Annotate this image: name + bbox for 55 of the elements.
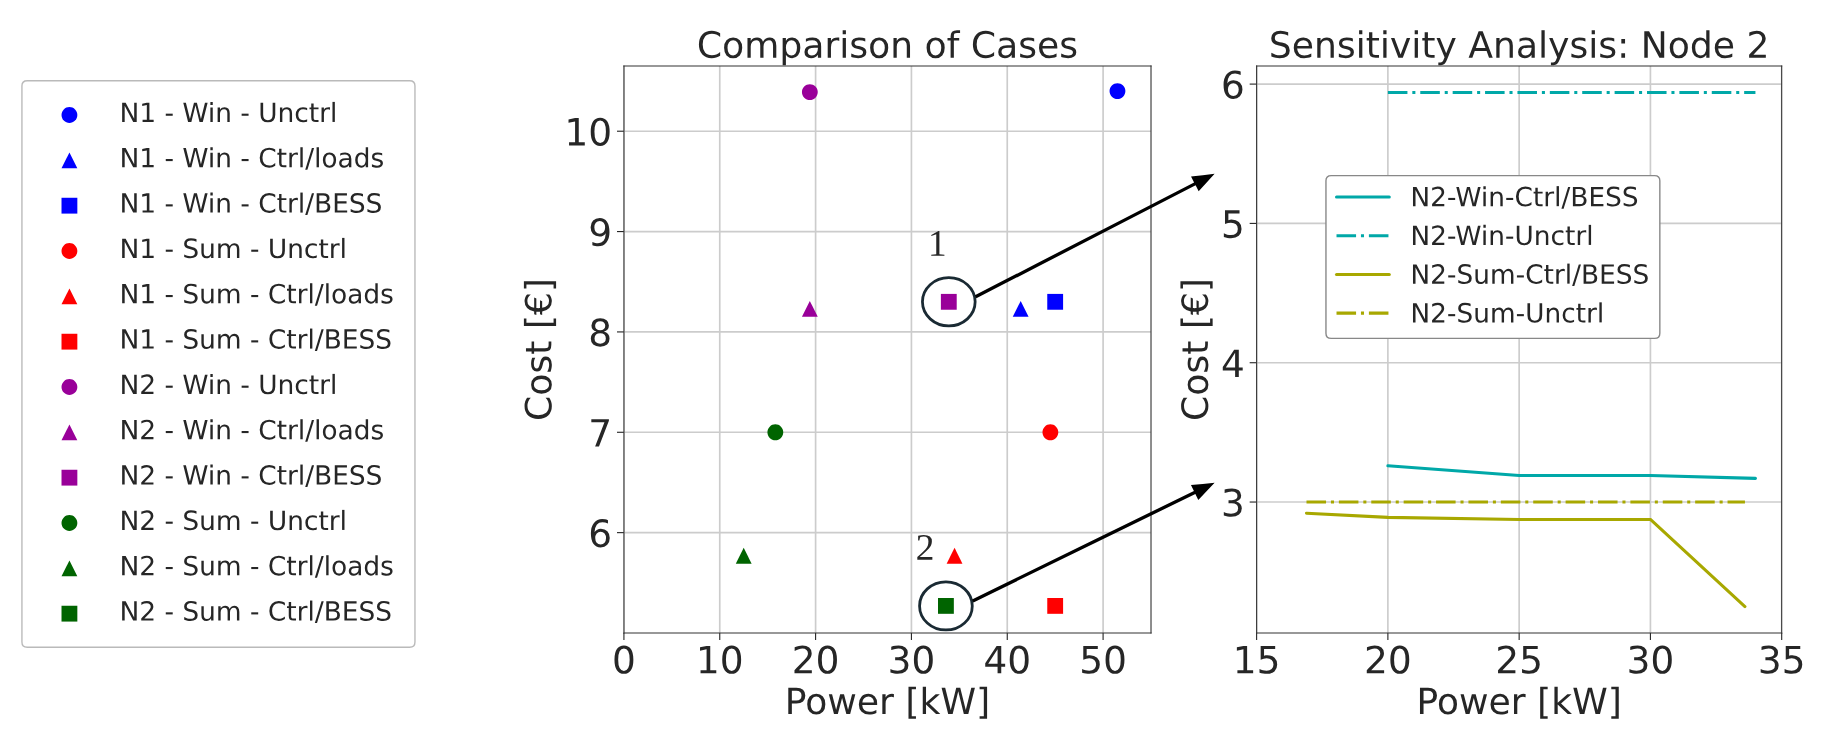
point [1012,300,1029,317]
point [1047,293,1064,310]
x-tick-label: 15 [1236,645,1278,674]
y-tick-label: 3 [1223,488,1242,517]
x-tick-label: 20 [794,645,837,674]
legend-label: N2 - Win - Ctrl/BESS [122,464,381,488]
x-tick-label: 50 [1082,645,1125,674]
x-tick-label: 30 [1629,645,1672,674]
point [801,84,818,100]
x-tick-label: 20 [1366,645,1410,674]
annotation: 1 [931,230,945,256]
legend-label: N1 - Sum - Ctrl/BESS [122,328,391,352]
legend-label: N1 - Sum - Ctrl/loads [122,283,393,306]
point [801,300,818,317]
x-axis-title: Power [kW] [788,686,988,719]
point [735,547,752,564]
y-tick-label: 5 [1223,210,1242,239]
point [767,424,784,441]
y-axis-title: Cost [€] [1180,281,1213,419]
y-tick-label: 8 [590,318,610,347]
y-tick-label: 6 [1223,70,1243,99]
legend-label: N1 - Win - Ctrl/loads [122,147,383,170]
point [1047,597,1064,614]
line-series [1304,511,1747,609]
legend-label: N1 - Win - Ctrl/BESS [122,192,381,216]
legend-label: N2 - Win - Ctrl/loads [122,419,383,442]
legend-label: N2 - Sum - Ctrl/BESS [122,600,391,624]
y-axis-title: Cost [€] [523,281,557,419]
legend-label: N2 - Sum - Unctrl [122,509,345,531]
x-tick-label: 0 [614,645,634,674]
point [946,547,963,564]
legend-label: N2-Sum-Unctrl [1412,302,1602,323]
x-tick-label: 25 [1498,645,1540,674]
x-tick-label: 30 [890,645,933,674]
legend-label: N2-Sum-Ctrl/BESS [1412,263,1648,287]
legend-label: N2-Win-Unctrl [1412,224,1592,246]
y-tick-label: 6 [590,519,610,548]
y-tick-label: 7 [591,419,609,447]
x-tick-label: 40 [985,645,1029,674]
x-tick-label: 35 [1760,645,1803,674]
point [1109,83,1126,99]
chart-title: Sensitivity Analysis: Node 2 [1271,30,1766,66]
legend-label: N2 - Win - Unctrl [122,373,335,395]
x-tick-label: 10 [700,645,742,674]
y-tick-label: 4 [1222,349,1243,377]
legend-label: N1 - Sum - Unctrl [122,237,345,259]
chart-title: Comparison of Cases [698,30,1077,66]
point [1042,424,1059,441]
y-tick-label: 9 [590,217,610,247]
legend-label: N2 - Sum - Ctrl/loads [122,555,393,578]
y-tick-label: 10 [568,117,610,146]
legend-label: N1 - Win - Unctrl [122,101,335,123]
annotation: 2 [917,534,933,560]
x-axis-title: Power [kW] [1419,686,1619,719]
legend-label: N2-Win-Ctrl/BESS [1412,186,1638,209]
